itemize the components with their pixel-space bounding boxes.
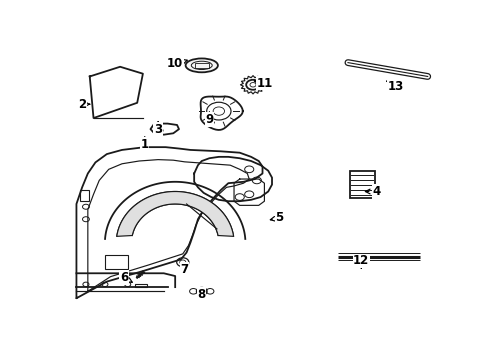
Ellipse shape xyxy=(186,58,218,72)
Polygon shape xyxy=(117,192,234,237)
Text: 5: 5 xyxy=(270,211,284,224)
Text: 8: 8 xyxy=(197,288,206,301)
Bar xyxy=(350,171,374,198)
Bar xyxy=(195,63,209,68)
Text: 12: 12 xyxy=(353,254,369,268)
Text: 1: 1 xyxy=(141,137,149,151)
Text: 3: 3 xyxy=(154,122,162,136)
Bar xyxy=(80,190,89,201)
Text: 7: 7 xyxy=(181,262,189,276)
Bar xyxy=(105,255,128,269)
Text: 11: 11 xyxy=(254,77,272,90)
Text: 2: 2 xyxy=(78,98,90,111)
Text: 6: 6 xyxy=(120,271,132,284)
Text: 10: 10 xyxy=(167,58,187,71)
Text: 9: 9 xyxy=(205,112,214,126)
Text: 13: 13 xyxy=(387,80,404,93)
Text: 4: 4 xyxy=(366,185,381,198)
